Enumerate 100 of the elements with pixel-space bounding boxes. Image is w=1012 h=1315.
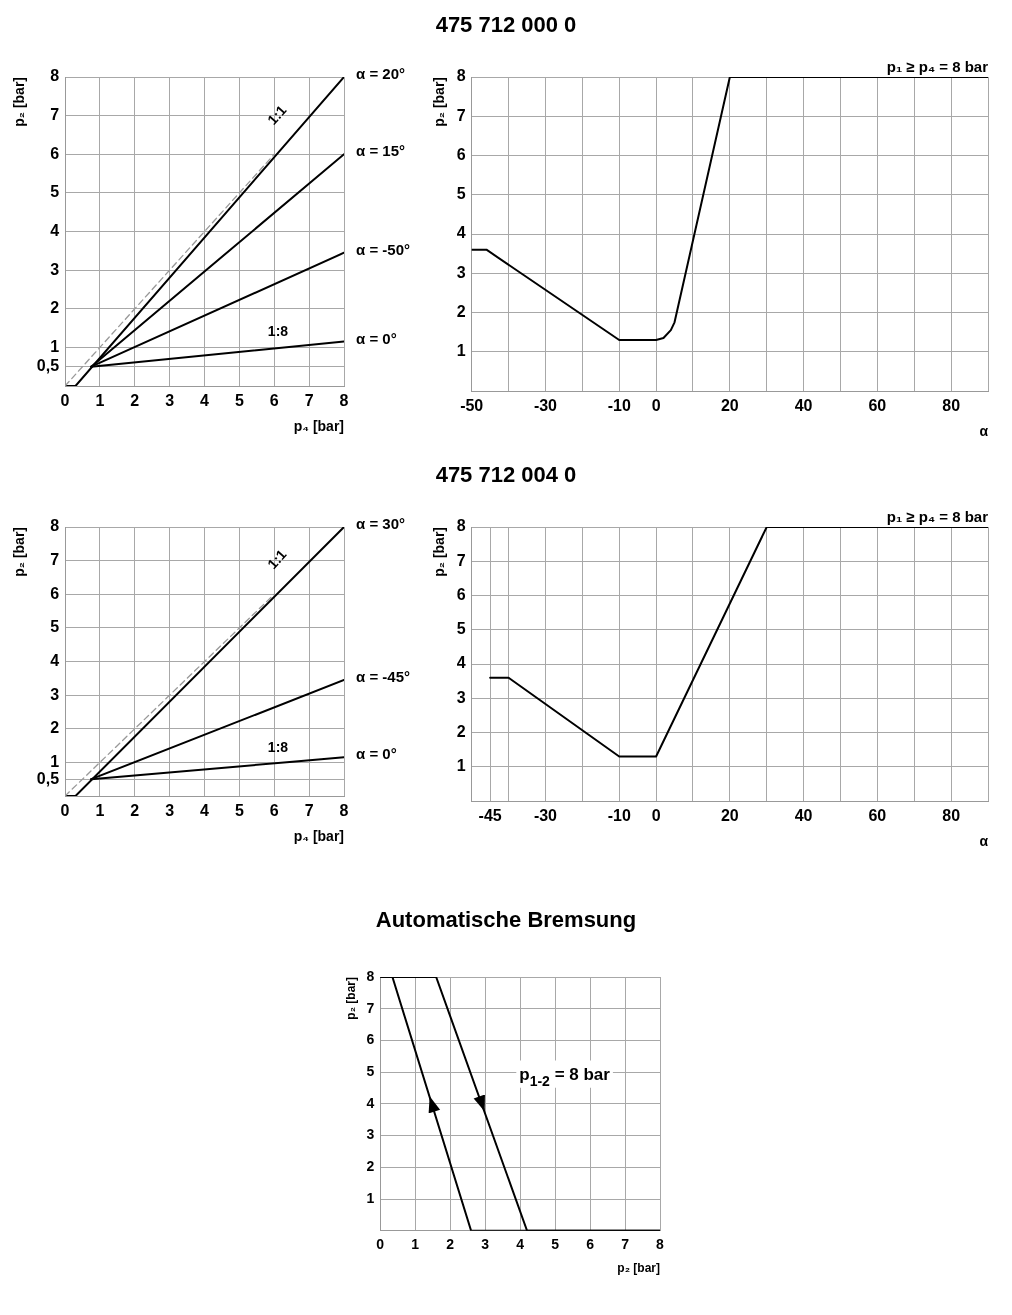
y-tick-label: 4 xyxy=(456,654,466,672)
y-tick-label: 8 xyxy=(456,67,466,85)
chart-title: 475 712 004 0 xyxy=(434,462,578,488)
y-tick-label: 2 xyxy=(366,1158,375,1175)
chart-title: Automatische Bremsung xyxy=(374,907,638,933)
y-tick-label: 1 xyxy=(50,337,60,355)
y-tick-label: 3 xyxy=(50,685,60,703)
x-tick-label: 4 xyxy=(516,1236,525,1253)
annotation: 1:8 xyxy=(267,738,289,755)
x-tick-label: 1 xyxy=(95,802,105,820)
x-tick-label: 20 xyxy=(720,807,739,825)
y-tick-label: 3 xyxy=(366,1126,375,1143)
series-label: α = 0° xyxy=(356,745,397,763)
y-tick-label: 5 xyxy=(456,185,466,203)
x-tick-label: 7 xyxy=(621,1236,630,1253)
x-axis-title: α xyxy=(979,423,989,440)
x-axis-title: p₂ [bar] xyxy=(617,1261,660,1276)
annotation: 1:8 xyxy=(267,322,289,339)
y-tick-label: 7 xyxy=(50,106,60,124)
x-axis-title: α xyxy=(979,833,989,850)
x-tick-label: -50 xyxy=(460,397,484,415)
x-tick-label: 4 xyxy=(200,392,210,410)
y-tick-label: 2 xyxy=(456,722,466,740)
x-tick-label: 3 xyxy=(165,802,175,820)
annotation: 1:1 xyxy=(264,546,290,573)
x-tick-label: 5 xyxy=(551,1236,560,1253)
x-tick-label: 5 xyxy=(234,802,244,820)
y-tick-label: 7 xyxy=(456,106,466,124)
y-tick-label: 6 xyxy=(456,585,466,603)
y-tick-label: 7 xyxy=(50,551,60,569)
y-axis-title: p₂ [bar] xyxy=(11,77,28,127)
y-tick-label: 5 xyxy=(456,620,466,638)
y-tick-label: 0,5 xyxy=(36,357,60,375)
x-tick-label: 6 xyxy=(269,392,279,410)
x-tick-label: 8 xyxy=(339,392,349,410)
x-tick-label: -10 xyxy=(607,807,631,825)
x-tick-label: 4 xyxy=(200,802,210,820)
y-tick-label: 6 xyxy=(50,144,60,162)
y-tick-label: 4 xyxy=(456,224,466,242)
x-tick-label: -30 xyxy=(533,397,558,415)
x-tick-label: 7 xyxy=(304,802,314,820)
y-tick-label: 2 xyxy=(50,719,60,737)
x-axis-title: p₄ [bar] xyxy=(293,828,344,845)
series-label: α = 20° xyxy=(356,65,405,83)
y-axis-title: p₂ [bar] xyxy=(11,527,28,577)
y-tick-label: 7 xyxy=(366,999,375,1016)
x-tick-label: 8 xyxy=(339,802,349,820)
y-tick-label: 6 xyxy=(456,145,466,163)
x-tick-label: 0 xyxy=(651,397,661,415)
series-label: α = 0° xyxy=(356,329,397,347)
y-tick-label: 3 xyxy=(50,260,60,278)
x-tick-label: 5 xyxy=(234,392,244,410)
y-tick-label: 6 xyxy=(50,584,60,602)
y-tick-label: 1 xyxy=(456,757,466,775)
y-tick-label: 1 xyxy=(456,342,466,360)
y-tick-label: 6 xyxy=(366,1031,375,1048)
x-tick-label: 6 xyxy=(586,1236,595,1253)
series-label: α = 30° xyxy=(356,515,405,533)
x-tick-label: -45 xyxy=(478,807,502,825)
y-tick-label: 5 xyxy=(366,1063,375,1080)
y-axis-title: p₂ [bar] xyxy=(431,527,448,577)
x-tick-label: 20 xyxy=(720,397,739,415)
y-tick-label: 5 xyxy=(50,618,60,636)
x-tick-label: 80 xyxy=(942,807,961,825)
chart-title: 475 712 000 0 xyxy=(434,12,578,38)
x-tick-label: 40 xyxy=(794,807,813,825)
x-tick-label: 2 xyxy=(130,392,140,410)
x-tick-label: 7 xyxy=(304,392,314,410)
y-axis-title: p₂ [bar] xyxy=(343,977,358,1020)
annotation: 1:1 xyxy=(264,101,290,128)
series-label: α = -50° xyxy=(356,240,410,258)
y-tick-label: 0,5 xyxy=(36,769,60,787)
y-tick-label: 7 xyxy=(456,551,466,569)
x-tick-label: -30 xyxy=(533,807,558,825)
y-tick-label: 8 xyxy=(50,517,60,535)
y-axis-title: p₂ [bar] xyxy=(431,77,448,127)
text: p₁ ≥ p₄ = 8 bar xyxy=(886,58,989,75)
x-tick-label: 60 xyxy=(868,397,887,415)
x-tick-label: 1 xyxy=(411,1236,420,1253)
x-tick-label: 2 xyxy=(130,802,140,820)
y-tick-label: 5 xyxy=(50,183,60,201)
x-tick-label: 40 xyxy=(794,397,813,415)
x-tick-label: 0 xyxy=(651,807,661,825)
x-tick-label: 0 xyxy=(376,1236,385,1253)
y-tick-label: 1 xyxy=(366,1189,375,1206)
x-tick-label: 1 xyxy=(95,392,105,410)
x-tick-label: 6 xyxy=(269,802,279,820)
x-tick-label: 3 xyxy=(481,1236,490,1253)
x-tick-label: 0 xyxy=(60,802,70,820)
y-tick-label: 4 xyxy=(50,651,60,669)
y-tick-label: 1 xyxy=(50,752,60,770)
x-axis-title: p₄ [bar] xyxy=(293,418,344,435)
x-tick-label: 3 xyxy=(165,392,175,410)
series-label: α = 15° xyxy=(356,142,405,160)
y-tick-label: 3 xyxy=(456,263,466,281)
series-label: α = -45° xyxy=(356,668,410,686)
x-tick-label: 80 xyxy=(942,397,961,415)
y-tick-label: 4 xyxy=(366,1094,375,1111)
y-tick-label: 8 xyxy=(366,967,375,984)
x-tick-label: 8 xyxy=(656,1236,665,1253)
